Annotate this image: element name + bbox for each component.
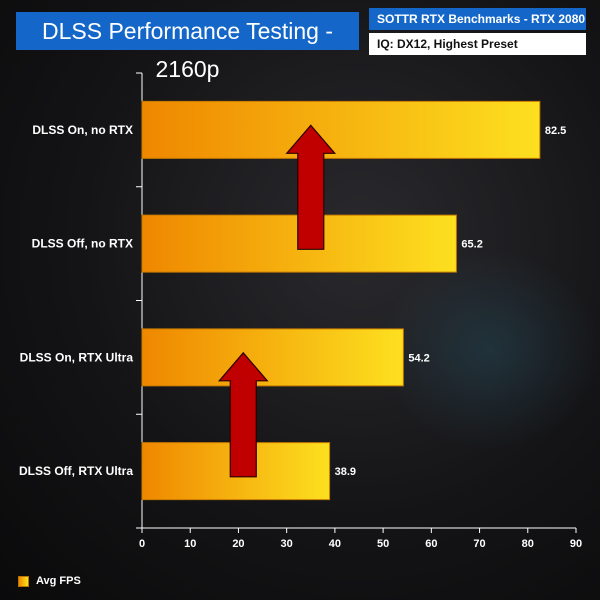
data-label: 65.2 [461, 239, 482, 251]
category-label: DLSS On, no RTX [32, 123, 133, 137]
data-label: 38.9 [335, 466, 356, 478]
x-tick-label: 70 [473, 538, 485, 550]
x-tick-label: 0 [139, 538, 145, 550]
legend-label: Avg FPS [36, 575, 81, 587]
improvement-arrow [285, 124, 337, 250]
category-label: DLSS Off, RTX Ultra [19, 464, 133, 478]
benchmark-info-label: SOTTR RTX Benchmarks - RTX 2080 Ti [369, 8, 586, 48]
category-label: DLSS On, RTX Ultra [20, 350, 134, 364]
bar [141, 100, 541, 159]
category-label: DLSS Off, no RTX [32, 237, 133, 251]
x-tick-label: 80 [522, 538, 534, 550]
improvement-arrow [217, 351, 269, 478]
x-tick-label: 30 [281, 538, 293, 550]
legend-swatch [18, 575, 29, 587]
x-tick-label: 90 [570, 538, 582, 550]
data-label: 82.5 [545, 125, 566, 137]
x-tick-label: 50 [377, 538, 389, 550]
x-tick-label: 10 [184, 538, 196, 550]
x-tick-label: 40 [329, 538, 341, 550]
x-tick-label: 20 [232, 538, 244, 550]
bar [141, 328, 404, 387]
legend: Avg FPS [18, 574, 81, 588]
x-tick-label: 60 [425, 538, 437, 550]
image-quality-label: IQ: DX12, Highest Preset [369, 33, 586, 55]
data-label: 54.2 [408, 352, 429, 364]
chart-title: DLSS Performance Testing - 2160p [16, 12, 359, 82]
